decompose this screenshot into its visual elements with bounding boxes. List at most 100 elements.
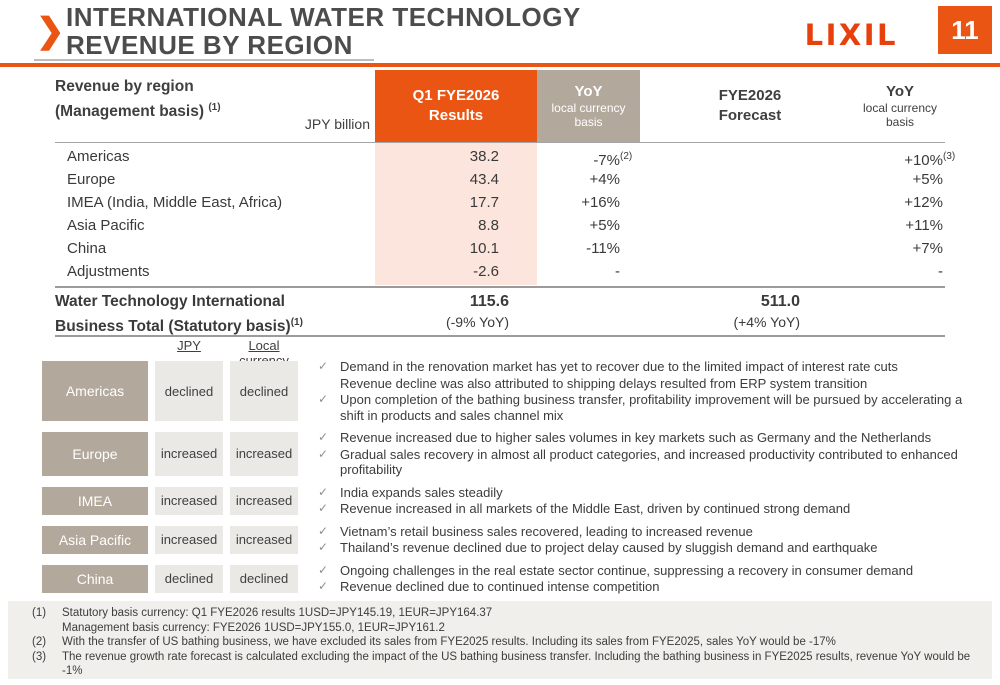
check-icon: ✓ [318, 484, 329, 499]
spacer [640, 145, 690, 168]
total-q1-cell: 115.6 (-9% YoY) [375, 291, 537, 337]
spacer [640, 260, 690, 283]
unit-label: JPY billion [304, 116, 370, 132]
region-name: Asia Pacific [67, 217, 145, 234]
total-q1-yoy: (-9% YoY) [445, 314, 509, 330]
total-q1-value: 115.6 [469, 293, 509, 310]
bullet-text: Revenue declined due to continued intens… [340, 579, 660, 594]
local-currency-status: increased [230, 525, 298, 554]
region-name: Europe [67, 171, 116, 188]
check-icon: ✓ [318, 430, 329, 444]
spacer [640, 237, 690, 260]
lixil-logo: LIXIL [804, 18, 898, 52]
yoy-value: -11% [537, 237, 640, 260]
region-name: Americas [67, 148, 130, 165]
region-label: IMEA [42, 486, 148, 515]
region-label: Asia Pacific [42, 525, 148, 554]
bullet-text: Revenue decline was also attributed to s… [340, 375, 868, 391]
commentary-row-americas: Americas declined declined ✓ Demand in th… [42, 359, 990, 423]
yoy-value: +4% [537, 168, 640, 191]
forecast-yoy-value: +11% [845, 214, 955, 237]
total-forecast-value: 511.0 [760, 293, 800, 310]
column-header-forecast-yoy: YoY local currency basis [845, 83, 955, 129]
bullet-item: ✓ Demand in the renovation market has yet… [316, 359, 984, 375]
yoy-value-text: - [615, 263, 620, 280]
bullet-list: ✓ Ongoing challenges in the real estate s… [316, 563, 990, 595]
spacer [810, 145, 845, 168]
footnote-body: With the transfer of US bathing business… [62, 635, 982, 650]
yoy-value: +5% [537, 214, 640, 237]
total-label-line2-text: Business Total (Statutory basis) [55, 318, 291, 335]
check-icon: ✓ [318, 540, 329, 554]
commentary-row-imea: IMEA increased increased ✓ India expands … [42, 485, 990, 517]
forecast-yoy-value: +12% [845, 191, 955, 214]
q1-header-line1: Q1 FYE2026 [412, 87, 500, 104]
commentary-header-jpy: JPY [177, 338, 201, 353]
q1-value: 38.2 [375, 145, 537, 168]
table-row-americas: Americas 38.2 -7%(2) +10%(3) [55, 145, 955, 169]
table-label-line2-text: (Management basis) [55, 103, 205, 120]
jpy-status: declined [155, 564, 223, 593]
total-label: Water Technology International Business … [55, 291, 375, 337]
footnote-text: Statutory basis currency: Q1 FYE2026 res… [62, 607, 493, 619]
page-title-line1: INTERNATIONAL WATER TECHNOLOGY [66, 2, 581, 32]
footnote-ref-1: (1) [208, 102, 221, 113]
q1-value: 10.1 [375, 237, 537, 260]
bullet-list: ✓ Revenue increased due to higher sales v… [316, 430, 990, 478]
chevron-icon: ❯ [36, 12, 65, 50]
commentary-rows: Americas declined declined ✓ Demand in th… [42, 359, 990, 602]
region-label: Europe [42, 432, 148, 476]
table-label-line1: Revenue by region [55, 78, 194, 95]
local-currency-status: increased [230, 486, 298, 515]
yoy-value-text: +16% [581, 194, 620, 211]
yoy-value-text: +4% [589, 171, 620, 188]
table-label: Revenue by region (Management basis) (1) [55, 76, 221, 122]
q1-value-text: 8.8 [478, 217, 499, 234]
header-divider [0, 63, 1000, 67]
check-icon: ✓ [318, 501, 329, 515]
spacer [640, 168, 690, 191]
bullet-item: ✓ Gradual sales recovery in almost all pr… [316, 447, 984, 478]
footnote-number: (2) [32, 636, 47, 648]
region-name: Adjustments [67, 263, 150, 280]
check-icon: ✓ [318, 523, 329, 538]
bullet-item: ✓ India expands sales steadily [316, 485, 984, 501]
forecast-cell [690, 237, 810, 260]
q1-column-highlight [375, 142, 537, 285]
yoy-value-text: -11% [586, 240, 620, 257]
forecast-yoy-value: - [845, 260, 955, 283]
forecast-yoy-value: +7% [845, 237, 955, 260]
check-icon: ✓ [318, 579, 329, 593]
spacer [810, 191, 845, 214]
bullet-item: ✓ Revenue increased in all markets of the… [316, 501, 984, 517]
check-icon [316, 376, 340, 392]
column-header-forecast: FYE2026 Forecast [690, 86, 810, 126]
total-label-line1: Water Technology International [55, 293, 285, 310]
column-header-q1-results: Q1 FYE2026 Results [375, 70, 537, 142]
bullet-text: Revenue increased due to higher sales vo… [340, 430, 932, 445]
table-row-europe: Europe 43.4 +4% +5% [55, 168, 955, 191]
check-icon: ✓ [318, 392, 329, 406]
footnote-1: (1) Statutory basis currency: Q1 FYE2026… [32, 606, 982, 635]
bullet-list: ✓ India expands sales steadily ✓ Revenue i… [316, 485, 990, 517]
region-label: Americas [42, 361, 148, 421]
bullet-text: Thailand’s revenue declined due to proje… [340, 540, 878, 555]
yoy-header-line3: basis [574, 115, 603, 129]
total-divider-top [55, 286, 945, 288]
footnotes: (1) Statutory basis currency: Q1 FYE2026… [8, 601, 992, 679]
q1-value-text: 43.4 [469, 171, 499, 188]
region-name: IMEA (India, Middle East, Africa) [67, 194, 283, 211]
spacer [810, 214, 845, 237]
forecast-yoy-text: +7% [912, 240, 943, 257]
spacer [640, 191, 690, 214]
yoy-value: - [537, 260, 640, 283]
header: ❯ INTERNATIONAL WATER TECHNOLOGY REVENUE… [0, 0, 1000, 67]
page-title: INTERNATIONAL WATER TECHNOLOGY REVENUE B… [66, 3, 581, 59]
footnote-body: The revenue growth rate forecast is calc… [62, 650, 982, 679]
jpy-status: declined [155, 361, 223, 421]
forecast-yoy-header-line2: local currency [862, 101, 938, 115]
bullet-list: ✓ Vietnam’s retail business sales recover… [316, 524, 990, 556]
table-row-imea: IMEA (India, Middle East, Africa) 17.7 +… [55, 191, 955, 214]
bullet-text: Ongoing challenges in the real estate se… [340, 562, 914, 578]
total-row: Water Technology International Business … [55, 291, 955, 337]
